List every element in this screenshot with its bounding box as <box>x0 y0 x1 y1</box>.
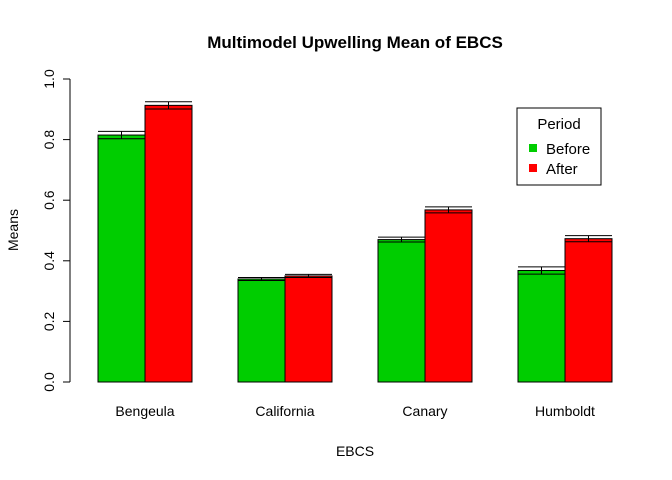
y-tick-label: 1.0 <box>41 69 57 89</box>
legend-label-after: After <box>546 161 578 178</box>
error-bar-before-canary <box>378 236 425 243</box>
x-axis-labels: Bengeula California Canary Humboldt <box>115 403 595 419</box>
legend-label-before: Before <box>546 141 590 158</box>
legend-swatch-after <box>529 164 537 172</box>
x-tick-label-canary: Canary <box>402 403 447 419</box>
x-axis-title: EBCS <box>336 443 374 459</box>
y-axis: 0.0 0.2 0.4 0.6 0.8 1.0 <box>41 69 71 392</box>
error-bar-after-humboldt <box>565 235 612 243</box>
bar-before-canary <box>377 239 426 383</box>
x-tick-label-bengeula: Bengeula <box>115 403 174 419</box>
y-axis-title: Means <box>5 209 21 251</box>
plot-area <box>97 101 613 383</box>
legend-title: Period <box>537 116 580 133</box>
bar-after-canary <box>424 209 473 383</box>
x-tick-label-california: California <box>255 403 314 419</box>
y-tick-label: 0.0 <box>41 372 57 392</box>
bar-before-bengeula <box>97 134 146 383</box>
chart-title: Multimodel Upwelling Mean of EBCS <box>207 33 503 52</box>
error-bar-before-humboldt <box>518 266 565 275</box>
error-bar-before-bengeula <box>98 130 145 140</box>
error-bar-after-canary <box>425 206 472 214</box>
legend-swatch-before <box>529 144 537 152</box>
error-bar-after-bengeula <box>145 101 192 110</box>
error-bar-before-california <box>238 276 285 281</box>
legend: Period Before After <box>516 107 602 186</box>
y-tick-label: 0.6 <box>41 190 57 210</box>
bar-after-bengeula <box>144 104 193 383</box>
y-tick-label: 0.4 <box>41 251 57 271</box>
error-bar-after-california <box>285 273 332 278</box>
y-tick-label: 0.2 <box>41 311 57 331</box>
y-tick-label: 0.8 <box>41 130 57 150</box>
x-tick-label-humboldt: Humboldt <box>535 403 595 419</box>
bar-after-california <box>284 275 333 383</box>
bar-after-humboldt <box>564 238 613 383</box>
bar-before-california <box>237 278 286 383</box>
bar-before-humboldt <box>517 269 566 383</box>
